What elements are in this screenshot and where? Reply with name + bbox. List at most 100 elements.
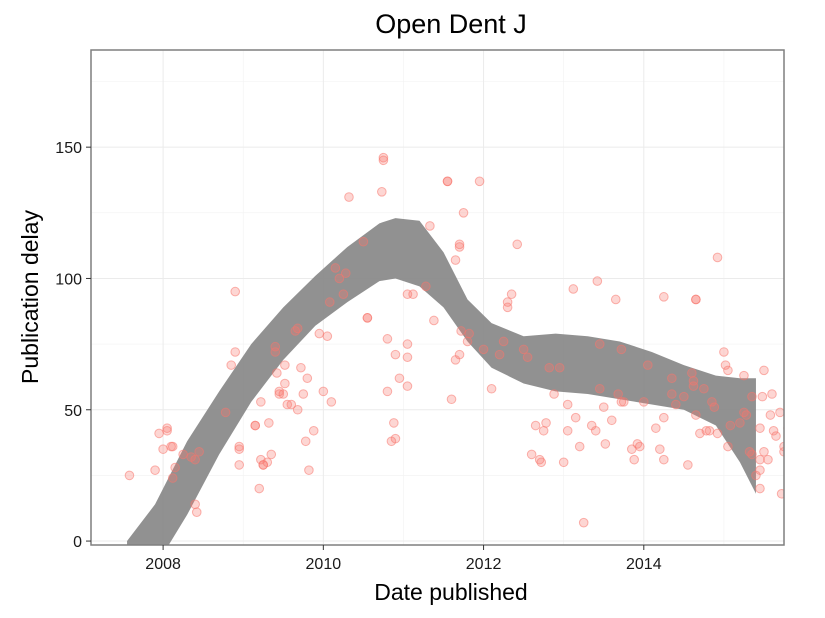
data-point: [707, 397, 717, 407]
x-tick-label: 2012: [466, 556, 502, 573]
data-point: [454, 239, 465, 250]
data-point: [712, 252, 723, 263]
data-point: [723, 365, 733, 376]
data-point: [378, 155, 389, 166]
data-point: [464, 328, 474, 339]
data-point: [793, 489, 802, 498]
data-point: [723, 441, 733, 452]
data-point: [679, 391, 689, 402]
data-point: [699, 383, 709, 394]
data-point: [725, 420, 736, 431]
data-point: [344, 192, 354, 202]
data-point: [292, 404, 303, 415]
data-point: [264, 418, 274, 428]
x-tick-label: 2010: [306, 556, 342, 573]
data-point: [162, 423, 172, 433]
data-point: [390, 433, 401, 444]
data-point: [322, 331, 333, 342]
data-point: [618, 397, 629, 407]
data-point: [522, 352, 533, 363]
x-tick-label: 2008: [145, 556, 181, 573]
y-tick-label: 150: [55, 140, 82, 157]
data-point: [154, 428, 164, 439]
data-point: [568, 284, 579, 294]
data-point: [298, 389, 309, 399]
data-point: [270, 341, 281, 352]
data-point: [250, 420, 261, 431]
data-point: [450, 255, 461, 265]
data-point: [296, 362, 306, 373]
data-point: [592, 276, 603, 286]
data-point: [544, 362, 555, 373]
data-point: [691, 410, 701, 420]
data-point: [655, 444, 665, 454]
data-point: [806, 421, 815, 430]
y-tick-label: 50: [64, 403, 82, 420]
data-point: [378, 152, 389, 163]
data-point: [170, 462, 180, 473]
data-point: [494, 349, 505, 360]
data-point: [651, 423, 661, 433]
data-point: [498, 336, 509, 347]
data-point: [629, 454, 639, 465]
data-point: [486, 383, 497, 394]
data-point: [578, 517, 589, 528]
data-point: [735, 418, 745, 428]
data-point: [759, 446, 769, 457]
data-point: [785, 356, 794, 365]
y-tick-label: 0: [73, 534, 82, 551]
data-point: [190, 499, 200, 510]
data-point: [814, 416, 823, 425]
data-point: [704, 425, 715, 436]
y-tick-label: 100: [55, 271, 82, 288]
data-point: [538, 425, 549, 436]
data-point: [638, 397, 649, 407]
data-point: [402, 352, 413, 363]
data-point: [747, 449, 757, 460]
data-point: [478, 344, 489, 355]
smooth-confidence-band: [127, 218, 756, 545]
data-point: [526, 449, 537, 460]
data-point: [594, 339, 605, 349]
y-axis-title: Publication delay: [17, 210, 43, 384]
data-point: [767, 389, 777, 399]
data-point: [800, 405, 809, 414]
data-point: [783, 425, 784, 431]
data-point: [796, 468, 805, 477]
data-point: [280, 378, 290, 389]
data-point: [683, 460, 693, 470]
data-point: [474, 176, 485, 187]
data-point: [302, 373, 313, 384]
data-point: [659, 292, 669, 302]
y-axis-ticks: 0 50 100 150: [55, 140, 91, 551]
data-point: [765, 410, 776, 420]
data-point: [382, 386, 393, 397]
data-point: [382, 334, 393, 344]
data-point: [518, 344, 529, 355]
data-point: [755, 483, 765, 494]
data-point: [394, 373, 405, 384]
data-point: [691, 294, 701, 305]
data-point: [389, 418, 399, 428]
data-point: [178, 449, 188, 460]
data-point: [124, 470, 135, 481]
data-point: [421, 281, 431, 292]
data-point: [562, 425, 573, 436]
data-point: [425, 221, 435, 231]
data-point: [304, 465, 314, 475]
data-point: [458, 208, 469, 218]
data-point: [408, 289, 418, 300]
data-point: [454, 349, 465, 360]
data-point: [230, 347, 241, 357]
data-point: [150, 465, 160, 475]
data-point: [755, 423, 765, 433]
data-point: [768, 425, 779, 436]
data-point: [667, 389, 677, 399]
data-point: [792, 413, 801, 422]
data-point: [194, 446, 204, 457]
x-tick-label: 2014: [626, 556, 662, 573]
data-point: [256, 397, 266, 407]
data-point: [266, 449, 277, 460]
data-point: [456, 326, 466, 336]
data-point: [220, 407, 231, 418]
